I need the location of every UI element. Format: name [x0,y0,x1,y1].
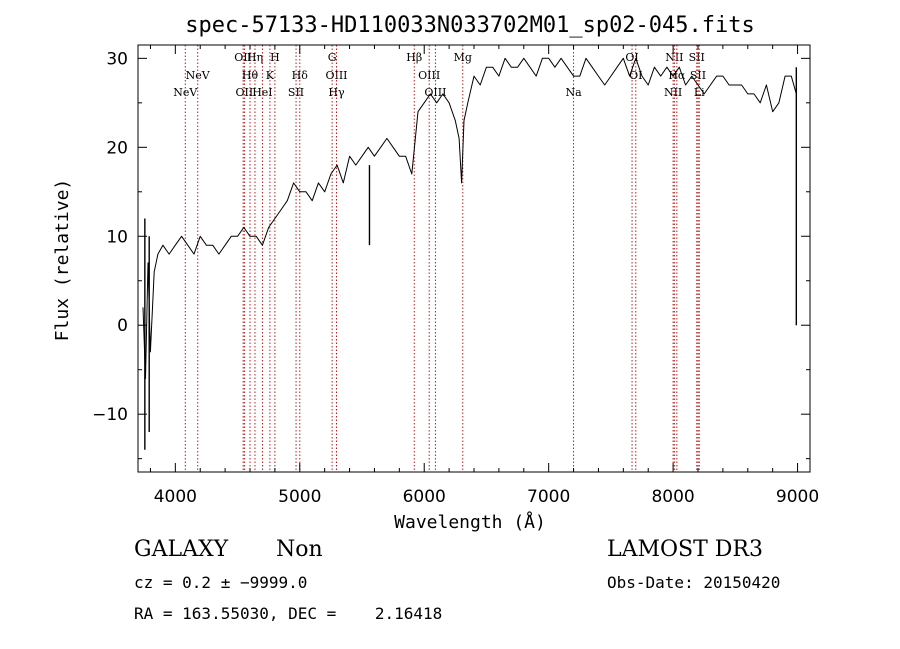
y-tick-label: 30 [106,49,128,69]
line-marker-label: K [266,69,275,82]
object-subclass: Non [276,537,323,562]
line-marker-label: SII [690,69,706,82]
x-tick-label: 8000 [651,487,694,507]
line-marker-label: HeI [252,86,272,99]
line-marker-label: G [328,51,337,64]
line-marker-label: OIII [325,69,347,82]
spectrum-chart: spec-57133-HD110033N033702M01_sp02-045.f… [52,13,819,533]
x-axis-label: Wavelength (Å) [394,511,546,533]
x-tick-label: 9000 [776,487,819,507]
line-marker-label: Hβ [406,51,422,64]
y-tick-label: −10 [92,405,128,425]
line-marker-label: Li [694,86,705,99]
line-marker-label: SII [689,51,705,64]
line-marker-label: SII [288,86,304,99]
line-marker-label: NII [665,51,683,64]
line-marker-label: Hδ [292,69,309,82]
line-marker-label: Hγ [328,86,345,99]
redshift-readout: cz = 0.2 ± −9999.0 [134,573,308,592]
line-marker-label: NeV [186,69,211,82]
x-axis: 4000 5000 6000 7000 8000 9000 [149,45,819,507]
spectrum-layer [142,57,798,450]
object-class: GALAXY [134,537,229,562]
line-marker-label: Mg [454,51,472,64]
coordinates-readout: RA = 163.55030, DEC = 2.16418 [134,604,443,623]
y-axis-label: Flux (relative) [52,179,73,342]
spectrum-line [142,57,797,380]
line-marker-label: OIII [424,86,446,99]
y-tick-label: 20 [106,138,128,158]
y-tick-label: 0 [117,316,128,336]
x-tick-label: 6000 [403,487,446,507]
y-axis: −10 0 10 20 30 [92,49,810,460]
y-tick-label: 10 [106,227,128,247]
line-marker-label: OII [236,86,254,99]
x-tick-label: 7000 [527,487,570,507]
line-marker-label: H [270,51,280,64]
line-marker-label: Hθ [242,69,259,82]
line-marker-label: Hη [247,51,263,64]
x-tick-label: 5000 [278,487,321,507]
survey-name: LAMOST DR3 [607,537,763,562]
line-marker-label: OI [629,69,642,82]
line-marker-label: NeV [173,86,198,99]
chart-title: spec-57133-HD110033N033702M01_sp02-045.f… [185,13,755,38]
line-marker-label: Na [565,86,582,99]
line-marker-label: OIII [418,69,440,82]
line-marker-label: NII [664,86,682,99]
x-tick-label: 4000 [154,487,197,507]
observation-date: Obs-Date: 20150420 [607,573,781,592]
plot-frame [137,44,811,473]
line-marker-layer: NeV NeV OII OII Hθ Hη HeI KH Hδ SII G OIII Hγ Hβ OIII O… [173,45,706,472]
line-marker-label: OII [234,51,252,64]
